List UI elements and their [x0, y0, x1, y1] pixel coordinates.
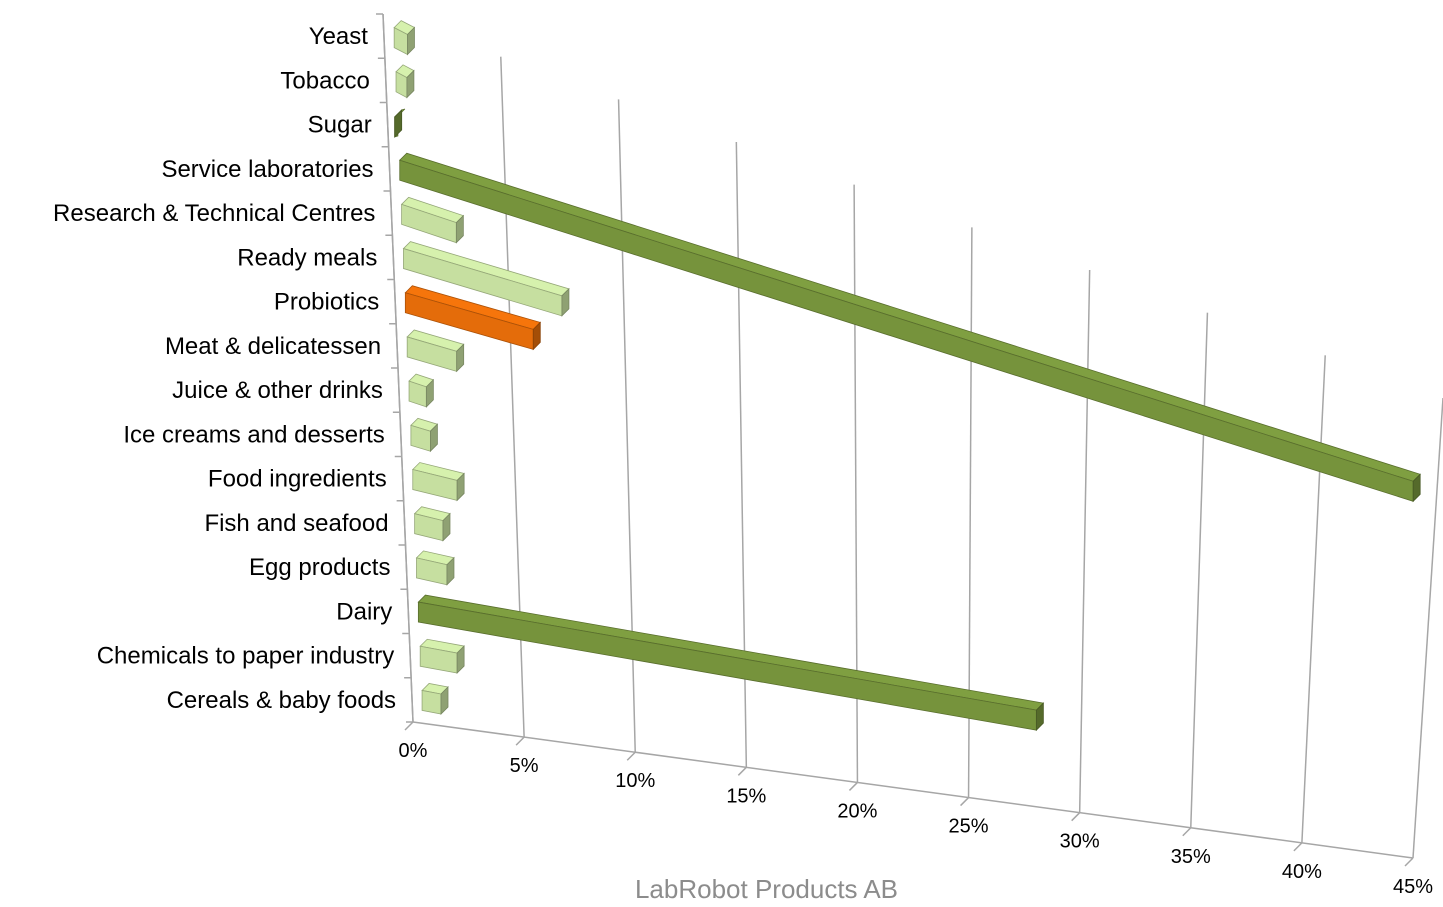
category-label-6: Ready meals — [237, 244, 377, 271]
x-tick-label-1: 5% — [510, 755, 539, 777]
value-tick-1 — [515, 736, 525, 746]
bar-7 — [404, 285, 542, 351]
bar-2 — [395, 64, 415, 99]
category-labels: Yeast Tobacco Sugar Service laboratories Res… — [53, 23, 396, 714]
value-tick-4 — [848, 781, 858, 791]
category-label-2: Tobacco — [280, 67, 369, 94]
gridline-7 — [1190, 312, 1209, 828]
x-tick-label-5: 25% — [949, 816, 989, 838]
footer-text: LabRobot Products AB — [634, 874, 899, 904]
bar-3 — [394, 108, 406, 138]
category-label-15: Chemicals to paper industry — [97, 643, 394, 670]
footer-watermark: LabRobot Products AB — [0, 874, 1443, 905]
x-tick-label-7: 35% — [1171, 846, 1211, 868]
category-label-10: Ice creams and desserts — [123, 421, 384, 448]
gridline-8 — [1301, 355, 1326, 843]
category-label-7: Probiotics — [274, 289, 379, 316]
x-tick-label-8: 40% — [1282, 861, 1322, 883]
bar-8 — [406, 329, 465, 373]
bar-1 — [393, 20, 416, 56]
category-label-1: Yeast — [309, 23, 369, 50]
category-label-12: Fish and seafood — [204, 510, 388, 537]
value-tick-0 — [404, 721, 414, 731]
bars — [393, 20, 1421, 732]
category-label-14: Dairy — [336, 598, 392, 625]
value-tick-3 — [737, 766, 747, 776]
bar-4 — [399, 152, 1421, 503]
gridline-9 — [1412, 397, 1443, 859]
x-tick-label-2: 10% — [615, 770, 655, 792]
value-tick-9 — [1404, 857, 1414, 867]
axes — [376, 13, 1414, 867]
bar-12 — [413, 506, 451, 542]
category-label-5: Research & Technical Centres — [53, 200, 375, 227]
value-tick-2 — [626, 751, 636, 761]
bar-15 — [419, 638, 465, 675]
x-tick-label-9: 45% — [1393, 876, 1433, 898]
bar-5 — [400, 196, 465, 244]
value-tick-6 — [1071, 812, 1081, 822]
x-tick-label-6: 30% — [1060, 831, 1100, 853]
bar-11 — [411, 462, 465, 502]
value-tick-7 — [1182, 827, 1192, 837]
bar-16 — [421, 683, 449, 715]
x-tick-label-0: 0% — [399, 740, 428, 762]
bar-6 — [402, 241, 570, 317]
x-tick-labels: 0% 5% 10% 15% 20% 25% 30% 35% 40% 45% — [399, 740, 1434, 898]
value-axis-line — [412, 721, 1414, 859]
bar-13 — [415, 550, 455, 586]
bar-10 — [410, 417, 439, 453]
gridlines — [382, 13, 1443, 859]
x-tick-label-4: 20% — [837, 800, 877, 822]
category-label-8: Meat & delicatessen — [165, 333, 381, 360]
x-tick-label-3: 15% — [726, 785, 766, 807]
category-label-13: Egg products — [249, 554, 390, 581]
gridline-6 — [1078, 269, 1091, 813]
value-tick-8 — [1293, 842, 1303, 852]
category-label-16: Cereals & baby foods — [167, 687, 396, 714]
bar-9 — [408, 373, 435, 408]
category-label-11: Food ingredients — [208, 466, 387, 493]
category-label-9: Juice & other drinks — [172, 377, 383, 404]
bar-14 — [417, 594, 1045, 732]
category-label-4: Service laboratories — [161, 156, 373, 183]
category-label-3: Sugar — [308, 112, 372, 139]
value-tick-5 — [960, 797, 970, 807]
